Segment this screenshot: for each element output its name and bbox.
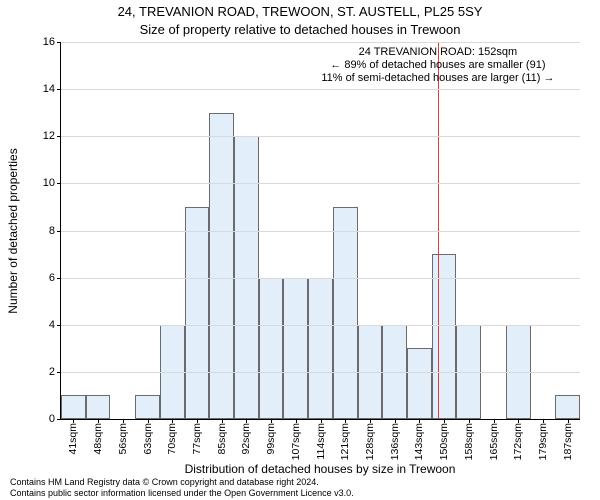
x-axis-label: Distribution of detached houses by size …: [60, 462, 580, 476]
x-tick-label: 143sqm: [413, 423, 425, 460]
histogram-bar: [135, 395, 160, 419]
x-tick-label: 187sqm: [562, 423, 574, 460]
x-tick-mark: [568, 419, 569, 423]
gridline-h: [61, 325, 580, 326]
x-tick-label: 158sqm: [463, 423, 475, 460]
x-tick-mark: [222, 419, 223, 423]
chart-plot-area: 24 TREVANION ROAD: 152sqm ← 89% of detac…: [60, 42, 580, 420]
histogram-bar: [259, 278, 284, 419]
annotation-line1: 24 TREVANION ROAD: 152sqm: [308, 46, 568, 59]
x-tick-mark: [73, 419, 74, 423]
histogram-bar: [86, 395, 111, 419]
x-tick-mark: [370, 419, 371, 423]
histogram-bar: [209, 113, 234, 419]
x-tick-mark: [271, 419, 272, 423]
y-tick-mark: [57, 372, 61, 373]
footer-line1: Contains HM Land Registry data © Crown c…: [10, 477, 354, 487]
x-tick-label: 63sqm: [142, 423, 154, 455]
gridline-h: [61, 89, 580, 90]
gridline-h: [61, 231, 580, 232]
x-tick-mark: [419, 419, 420, 423]
y-tick-mark: [57, 325, 61, 326]
y-tick-label: 8: [49, 225, 55, 237]
x-tick-mark: [518, 419, 519, 423]
gridline-h: [61, 183, 580, 184]
x-tick-mark: [543, 419, 544, 423]
x-tick-label: 48sqm: [92, 423, 104, 455]
x-tick-label: 56sqm: [117, 423, 129, 455]
x-tick-label: 128sqm: [364, 423, 376, 460]
y-tick-mark: [57, 42, 61, 43]
x-tick-mark: [296, 419, 297, 423]
y-tick-mark: [57, 278, 61, 279]
x-tick-label: 179sqm: [537, 423, 549, 460]
x-tick-mark: [123, 419, 124, 423]
x-tick-mark: [444, 419, 445, 423]
footer-line2: Contains public sector information licen…: [10, 488, 354, 498]
x-tick-mark: [345, 419, 346, 423]
footer-attribution: Contains HM Land Registry data © Crown c…: [10, 477, 354, 498]
x-tick-label: 114sqm: [315, 423, 327, 460]
y-tick-label: 14: [43, 83, 55, 95]
y-tick-mark: [57, 136, 61, 137]
histogram-bar: [283, 278, 308, 419]
gridline-h: [61, 278, 580, 279]
x-tick-mark: [148, 419, 149, 423]
x-tick-label: 85sqm: [216, 423, 228, 455]
gridline-h: [61, 372, 580, 373]
x-tick-mark: [197, 419, 198, 423]
y-tick-label: 2: [49, 366, 55, 378]
x-tick-mark: [321, 419, 322, 423]
histogram-bar: [61, 395, 86, 419]
x-tick-label: 70sqm: [166, 423, 178, 455]
y-tick-label: 0: [49, 413, 55, 425]
x-tick-label: 121sqm: [339, 423, 351, 460]
histogram-bar: [333, 207, 358, 419]
y-axis-label: Number of detached properties: [6, 42, 20, 420]
x-tick-mark: [395, 419, 396, 423]
x-tick-label: 99sqm: [265, 423, 277, 455]
y-tick-label: 16: [43, 36, 55, 48]
x-tick-label: 165sqm: [488, 423, 500, 460]
y-tick-label: 6: [49, 272, 55, 284]
y-tick-label: 10: [43, 177, 55, 189]
annotation-line2: ← 89% of detached houses are smaller (91…: [308, 59, 568, 72]
histogram-bar: [555, 395, 580, 419]
y-tick-mark: [57, 183, 61, 184]
page-title-line1: 24, TREVANION ROAD, TREWOON, ST. AUSTELL…: [0, 4, 600, 19]
x-tick-label: 92sqm: [240, 423, 252, 455]
x-tick-label: 77sqm: [191, 423, 203, 455]
x-tick-mark: [469, 419, 470, 423]
x-tick-label: 107sqm: [290, 423, 302, 460]
x-tick-mark: [494, 419, 495, 423]
histogram-bar: [185, 207, 210, 419]
gridline-h: [61, 136, 580, 137]
x-tick-mark: [172, 419, 173, 423]
y-tick-mark: [57, 89, 61, 90]
annotation-line3: 11% of semi-detached houses are larger (…: [308, 72, 568, 85]
y-tick-label: 4: [49, 319, 55, 331]
marker-annotation: 24 TREVANION ROAD: 152sqm ← 89% of detac…: [308, 46, 568, 86]
histogram-bar: [432, 254, 457, 419]
x-tick-label: 136sqm: [389, 423, 401, 460]
x-tick-label: 172sqm: [512, 423, 524, 460]
y-tick-mark: [57, 419, 61, 420]
y-tick-label: 12: [43, 130, 55, 142]
y-tick-mark: [57, 231, 61, 232]
x-tick-label: 150sqm: [438, 423, 450, 460]
x-tick-mark: [98, 419, 99, 423]
x-tick-label: 41sqm: [67, 423, 79, 455]
page-title-line2: Size of property relative to detached ho…: [0, 22, 600, 37]
x-tick-mark: [246, 419, 247, 423]
histogram-bar: [308, 278, 333, 419]
gridline-h: [61, 42, 580, 43]
histogram-bar: [407, 348, 432, 419]
